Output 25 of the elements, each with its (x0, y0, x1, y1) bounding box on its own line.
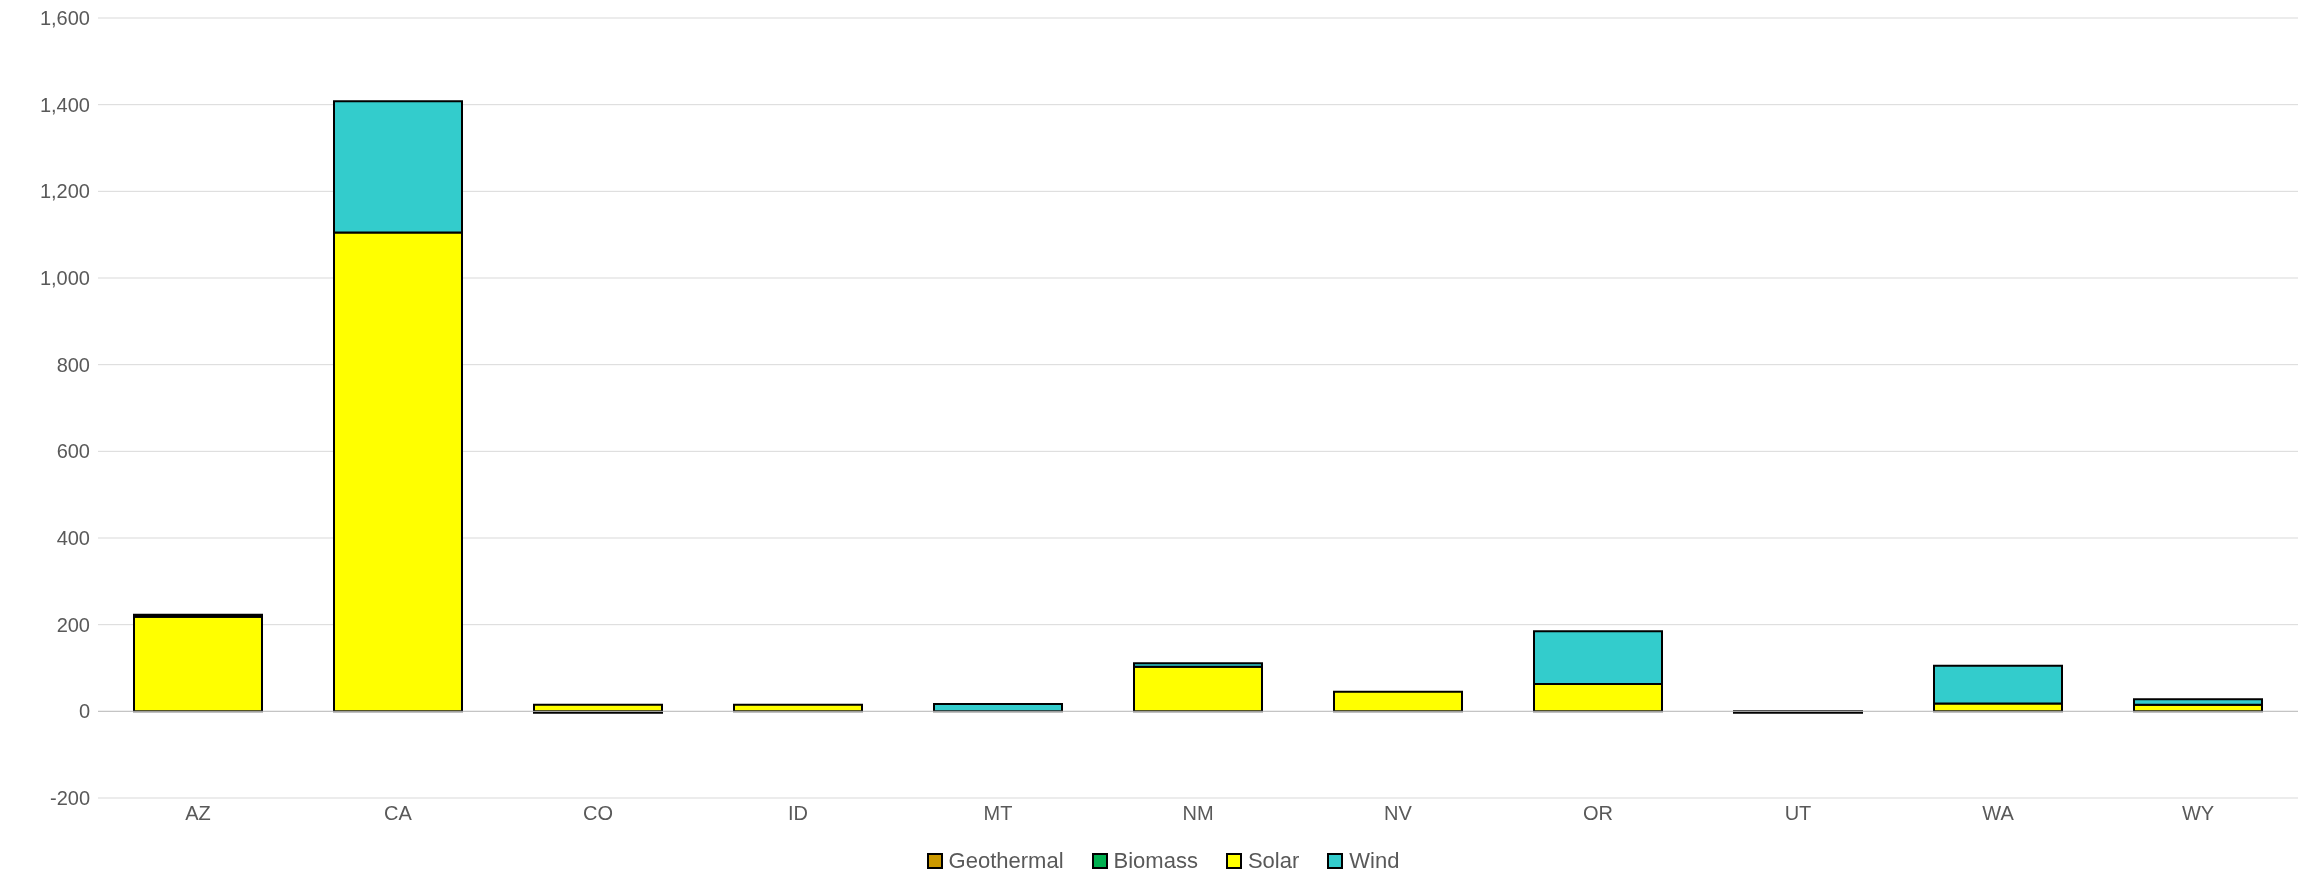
y-tick-label: 1,400 (39, 93, 90, 116)
legend-label: Geothermal (948, 848, 1064, 874)
x-tick-label: NM (1182, 802, 1214, 825)
x-tick-label: CO (583, 802, 613, 825)
x-tick-label: WA (1982, 802, 2015, 825)
y-tick-label: 1,200 (39, 180, 90, 203)
y-tick-label: 400 (56, 527, 90, 550)
x-tick-label: MT (983, 802, 1013, 825)
x-tick-label: OR (1583, 802, 1613, 825)
x-tick-label: AZ (185, 802, 211, 825)
y-tick-label: 600 (56, 440, 90, 463)
legend-label: Biomass (1113, 848, 1198, 874)
x-tick-label: NV (1384, 802, 1413, 825)
y-tick-label: 1,600 (39, 7, 90, 30)
y-tick-label: 800 (56, 353, 90, 376)
x-tick-label: ID (788, 802, 808, 825)
y-tick-label: -200 (49, 787, 90, 810)
legend-label: Solar (1247, 848, 1300, 874)
y-tick-label: 1,000 (39, 267, 90, 290)
x-tick-label: WY (2181, 802, 2215, 825)
x-tick-label: UT (1784, 802, 1812, 825)
x-tick-label: CA (384, 802, 413, 825)
y-tick-label: 200 (56, 613, 90, 636)
y-tick-label: 0 (78, 700, 90, 723)
legend-label: Wind (1349, 848, 1400, 874)
